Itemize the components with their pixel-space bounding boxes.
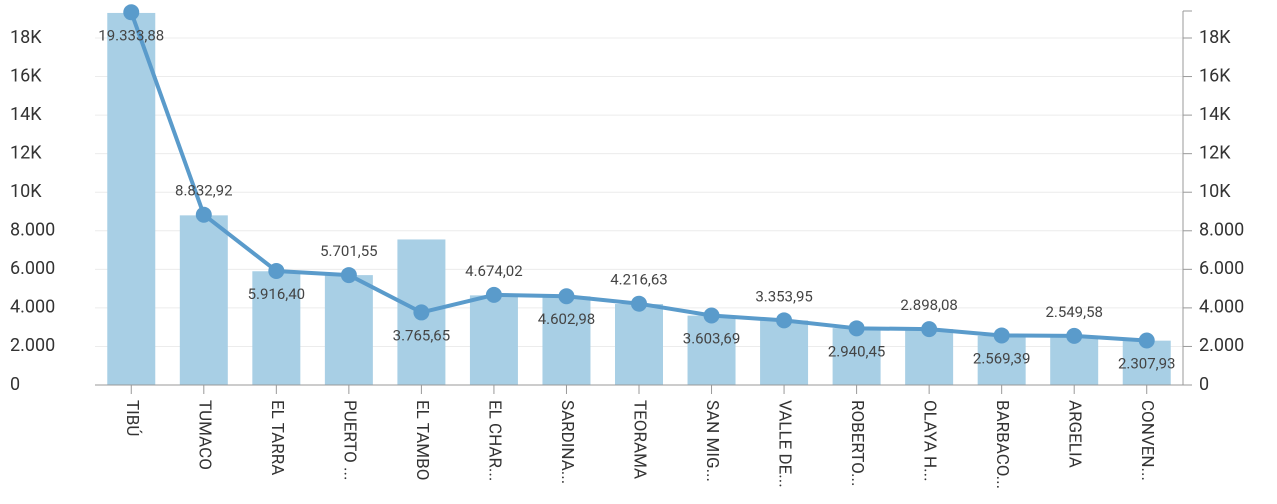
- x-tick-label: ROBERTO...: [847, 400, 867, 486]
- data-label: 8.832,92: [175, 182, 233, 200]
- y2-tick-label: 16K: [1199, 65, 1231, 86]
- bar: [324, 275, 373, 385]
- x-tick-label: TEORAMA: [630, 400, 650, 479]
- x-tick-label: OLAYA H...: [920, 400, 940, 482]
- y-tick-label: 12K: [10, 142, 42, 163]
- line-point: [558, 288, 575, 305]
- y-tick-label: 16K: [10, 65, 42, 86]
- data-label: 5.701,55: [320, 242, 378, 260]
- bar: [469, 295, 518, 385]
- bar: [832, 328, 881, 385]
- y-tick-label: 4.000: [10, 297, 55, 318]
- line-point: [413, 304, 430, 321]
- y2-tick-label: 6.000: [1199, 258, 1244, 279]
- data-label: 3.765,65: [393, 326, 451, 344]
- y-tick-label: 6.000: [10, 258, 55, 279]
- y2-tick-label: 2.000: [1199, 335, 1244, 356]
- data-label: 5.916,40: [248, 285, 306, 303]
- line-point: [776, 312, 793, 329]
- bar: [615, 304, 663, 385]
- data-label: 2.569,39: [973, 349, 1031, 367]
- data-label: 2.549,58: [1045, 303, 1103, 321]
- x-tick-label: TIBÚ: [122, 400, 143, 436]
- y2-tick-label: 10K: [1199, 181, 1231, 202]
- data-label: 2.307,93: [1118, 354, 1176, 372]
- bar: [179, 215, 228, 385]
- line-point: [195, 206, 212, 223]
- line-point: [993, 327, 1010, 344]
- line-point: [631, 295, 647, 312]
- y2-tick-label: 14K: [1199, 104, 1231, 125]
- y2-tick-label: 4.000: [1199, 297, 1244, 318]
- line-point: [1066, 327, 1083, 344]
- y-tick-label: 14K: [10, 104, 42, 125]
- y-tick-label: 0: [10, 374, 20, 395]
- x-tick-label: PUERTO ...: [339, 400, 359, 481]
- data-label: 4.602,98: [538, 310, 596, 328]
- data-label: 3.353,95: [755, 287, 813, 305]
- data-labels: 19.333,88 8.832,92 5.916,40 5.701,55 3.765,6…: [98, 26, 1175, 372]
- data-label: 3.603,69: [683, 329, 741, 347]
- data-label: 4.216,63: [610, 271, 668, 289]
- y-tick-label: 10K: [10, 181, 42, 202]
- line-point: [703, 307, 720, 324]
- line-point: [268, 262, 285, 279]
- x-tick-label: VALLE DE...: [775, 400, 795, 488]
- line-point: [848, 320, 865, 337]
- x-tick-label: SAN MIG...: [702, 400, 722, 482]
- data-label: 2.898,08: [900, 296, 958, 314]
- x-tick-label: SARDINA...: [557, 400, 577, 484]
- line-point: [485, 286, 502, 303]
- line-point: [921, 321, 938, 338]
- y2-tick-label: 18K: [1199, 27, 1231, 48]
- bar: [905, 329, 954, 385]
- data-label: 4.674,02: [465, 262, 523, 280]
- y2-tick-label: 0: [1199, 374, 1209, 395]
- bar: [760, 320, 809, 385]
- bar: [977, 335, 1026, 385]
- line-point: [1138, 332, 1155, 349]
- x-tick-label: EL CHAR...: [484, 400, 504, 481]
- data-label: 19.333,88: [98, 26, 164, 44]
- bar: [542, 296, 591, 385]
- x-tick-label: BARBACO...: [992, 400, 1012, 489]
- x-tick-label: TUMACO: [194, 400, 214, 470]
- y-tick-label: 8.000: [10, 220, 55, 241]
- y-tick-label: 18K: [10, 27, 42, 48]
- x-tick-label: EL TAMBO: [412, 400, 432, 480]
- bar: [107, 12, 156, 385]
- line-point: [123, 4, 140, 21]
- x-tick-label: CONVEN...: [1137, 400, 1157, 481]
- y2-tick-label: 8.000: [1199, 220, 1244, 241]
- y2-tick-label: 12K: [1199, 142, 1231, 163]
- x-tick-label: EL TARRA: [267, 400, 287, 475]
- bar: [252, 271, 301, 385]
- x-tick-label: ARGELIA: [1065, 400, 1085, 468]
- bar: [687, 315, 736, 385]
- line-point: [340, 267, 357, 284]
- y-tick-label: 2.000: [10, 335, 55, 356]
- bar: [1050, 335, 1099, 385]
- data-label: 2.940,45: [828, 342, 886, 360]
